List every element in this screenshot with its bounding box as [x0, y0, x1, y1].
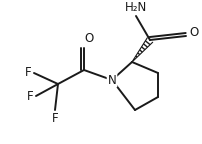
Text: O: O [189, 26, 198, 39]
Text: F: F [27, 90, 34, 103]
Text: N: N [108, 73, 116, 87]
Text: H₂N: H₂N [125, 1, 147, 14]
Text: F: F [25, 67, 32, 79]
Text: O: O [84, 32, 94, 45]
Text: F: F [52, 112, 58, 125]
